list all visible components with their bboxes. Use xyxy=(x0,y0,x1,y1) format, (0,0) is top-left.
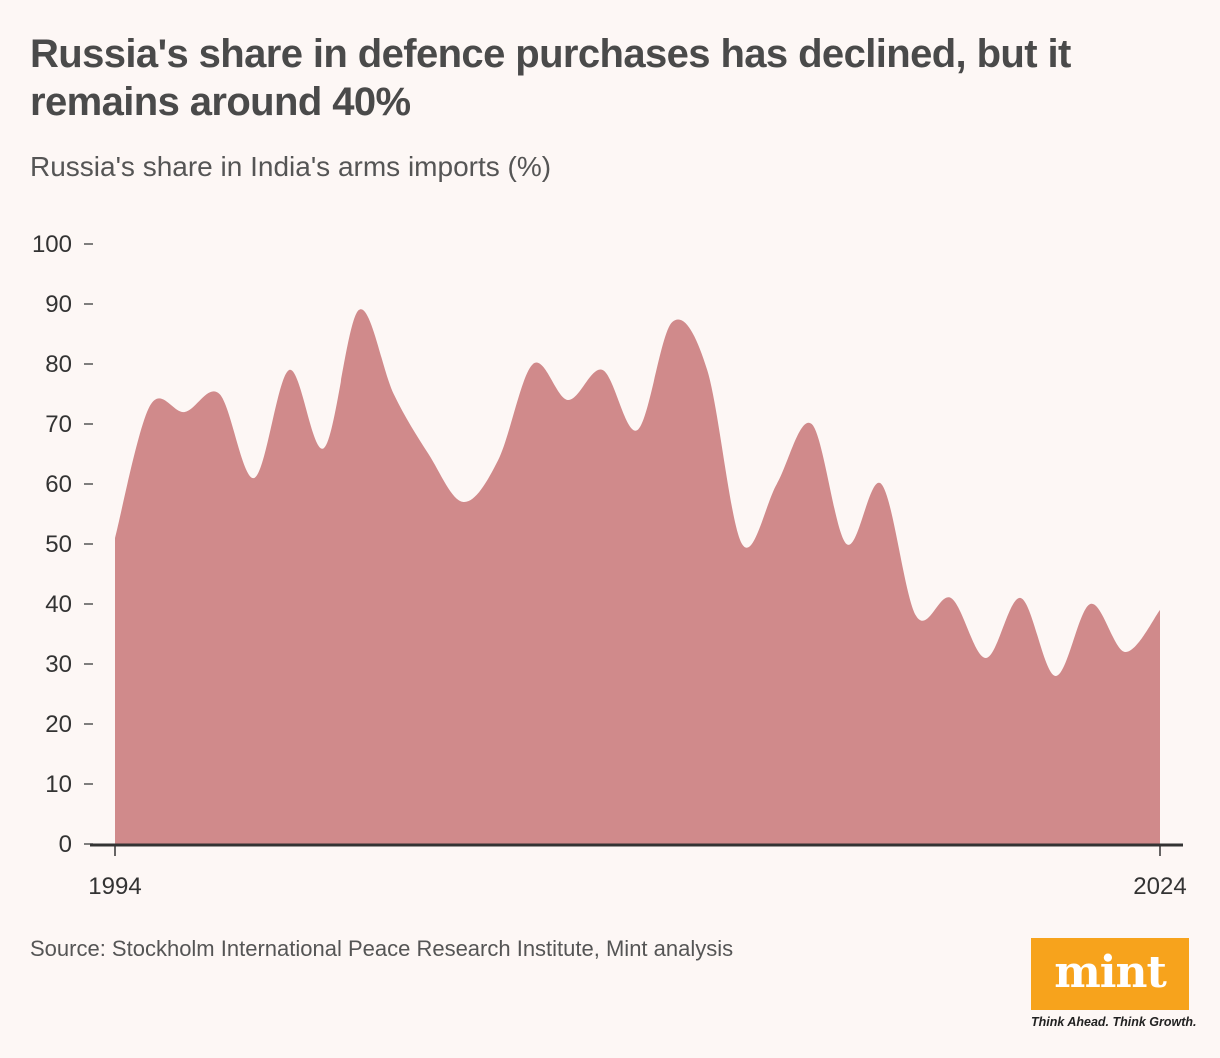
y-tick-label: 100 xyxy=(32,231,72,258)
chart-title: Russia's share in defence purchases has … xyxy=(30,32,1071,124)
x-axis: 1994 2024 xyxy=(88,846,1187,900)
y-tick-label: 0 xyxy=(59,831,72,858)
chart-subtitle: Russia's share in India's arms imports (… xyxy=(30,151,552,182)
area-chart: 0 10 20 30 40 50 60 70 80 90 100 1994 2024 xyxy=(32,231,1187,900)
mint-logo: mint xyxy=(1031,938,1189,1010)
y-tick-label: 10 xyxy=(45,771,72,798)
y-tick-label: 50 xyxy=(45,531,72,558)
y-tick-label: 80 xyxy=(45,351,72,378)
source-note: Source: Stockholm International Peace Re… xyxy=(30,936,734,961)
logo-tagline: Think Ahead. Think Growth. xyxy=(1031,1015,1197,1029)
y-tick-label: 70 xyxy=(45,411,72,438)
x-tick-label: 2024 xyxy=(1133,873,1186,900)
y-tick-label: 90 xyxy=(45,291,72,318)
area-series-russia-share xyxy=(115,309,1160,844)
y-tick-label: 60 xyxy=(45,471,72,498)
y-tick-label: 40 xyxy=(45,591,72,618)
x-tick-label: 1994 xyxy=(88,873,141,900)
y-tick-label: 30 xyxy=(45,651,72,678)
y-tick-label: 20 xyxy=(45,711,72,738)
y-axis: 0 10 20 30 40 50 60 70 80 90 100 xyxy=(32,231,93,858)
